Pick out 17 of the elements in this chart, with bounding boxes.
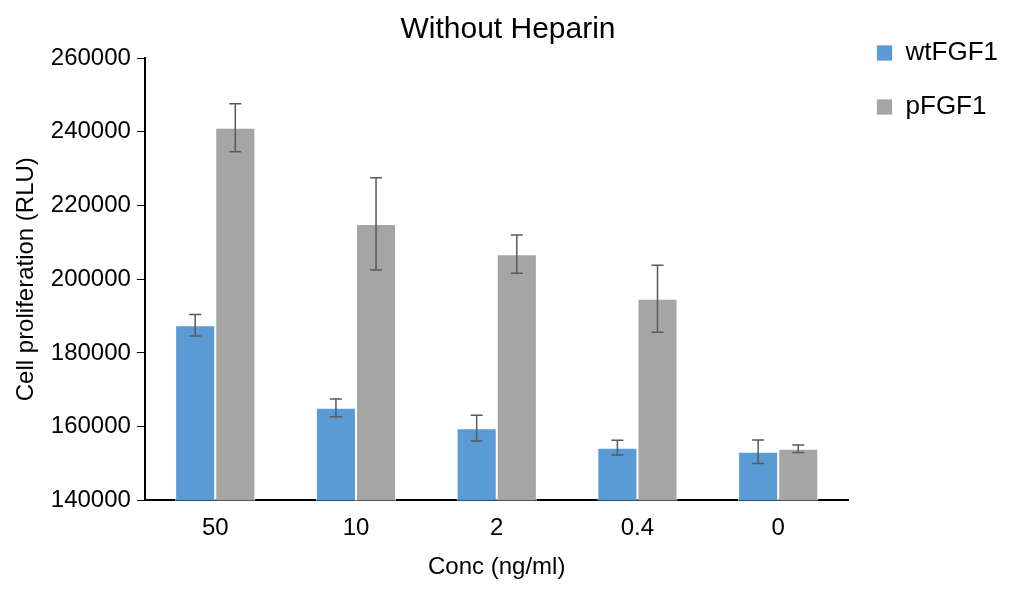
y-tick-label: 160000 [50, 411, 131, 439]
y-tick-label: 240000 [50, 116, 131, 144]
x-tick-label: 2 [490, 513, 504, 541]
y-tick-label: 200000 [50, 263, 131, 291]
chart-title: Without Heparin [400, 11, 616, 45]
x-tick-label: 0.4 [620, 513, 655, 541]
x-axis-title: Conc (ng/ml) [428, 552, 566, 580]
y-tick-label: 140000 [50, 485, 131, 513]
y-tick-label: 220000 [50, 190, 131, 218]
x-tick-label: 50 [201, 513, 229, 541]
y-tick-label: 260000 [50, 42, 131, 70]
y-tick-label: 180000 [50, 337, 131, 365]
legend-label: pFGF1 [905, 90, 987, 121]
legend-label: wtFGF1 [904, 36, 999, 67]
x-tick-label: 0 [771, 513, 785, 541]
x-tick-label: 10 [342, 513, 370, 541]
y-axis-title: Cell proliferation (RLU) [11, 157, 39, 402]
